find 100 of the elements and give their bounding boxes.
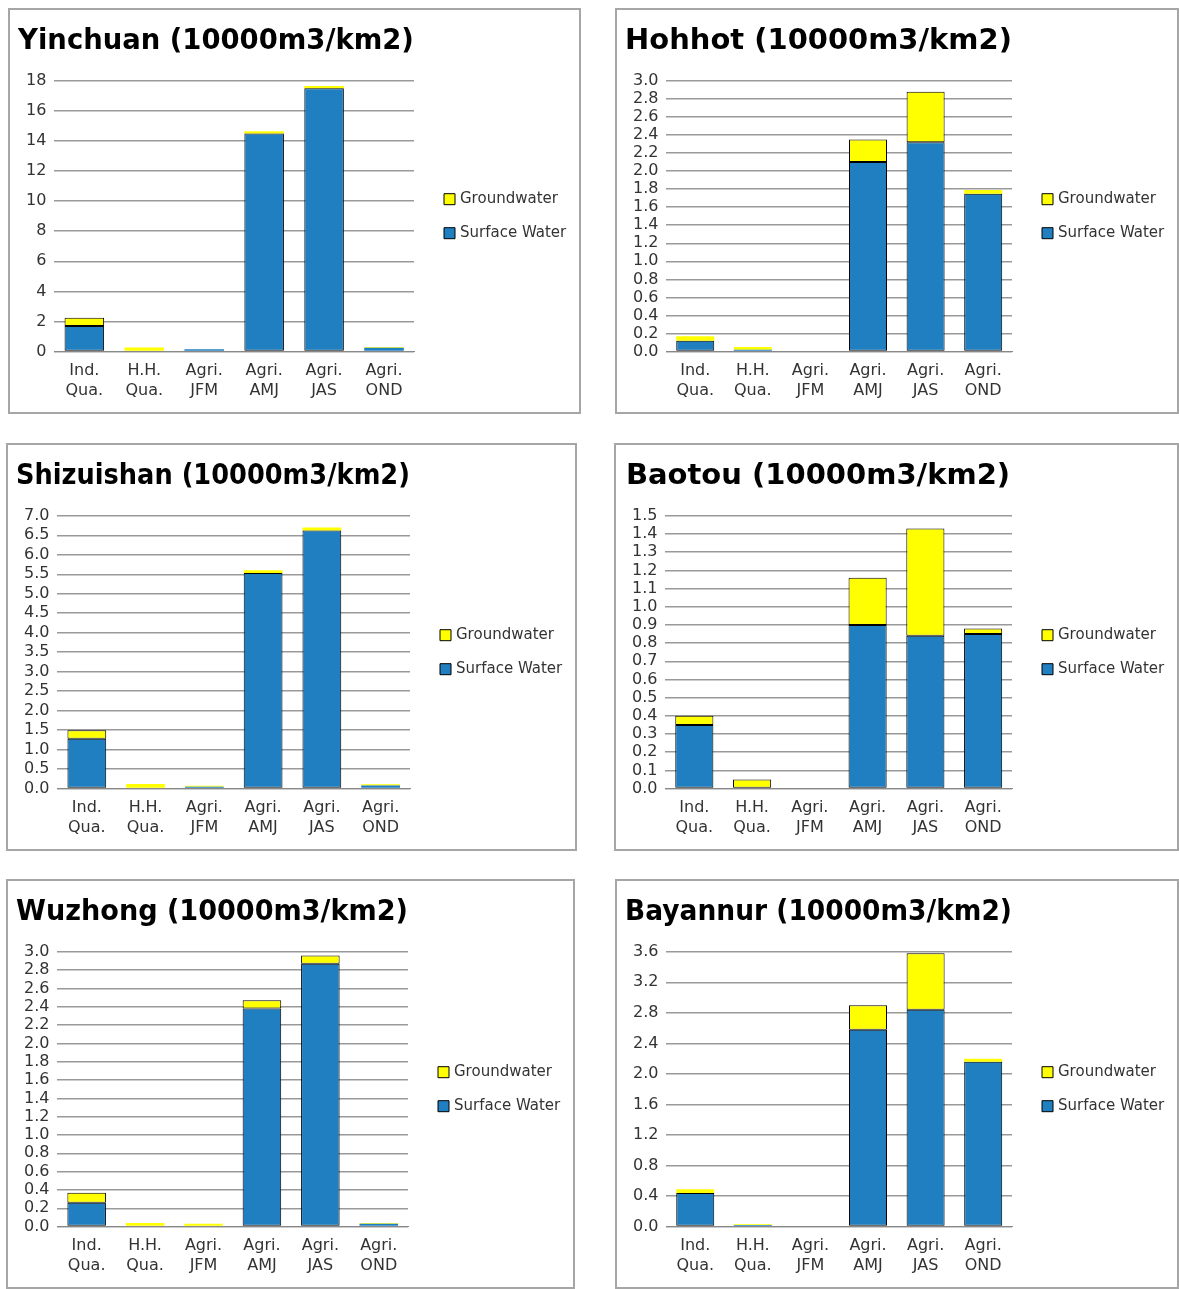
y-tick-label: 3.0 [23,940,50,960]
y-tick-label: 2.8 [23,959,50,979]
y-tick-label: 0.5 [631,686,658,706]
x-tick-label: Agri. JFM [791,1235,830,1274]
y-tick-label: 2.0 [23,1032,50,1052]
legend-label: Surface Water [456,659,564,678]
y-tick-label: 3.2 [632,971,659,991]
chart-title: Baotou (10000m3/km2) [625,456,1011,491]
y-tick-label: 1.6 [632,1093,659,1113]
y-tick-label: 2.2 [23,1014,50,1034]
y-tick-label: 0.7 [631,650,658,670]
y-tick-label: 2.6 [23,977,50,997]
x-tick-label: Agri. AMJ [245,360,283,399]
x-tick-label: Agri. OND [362,797,400,836]
y-tick-label: 1.6 [23,1069,50,1089]
y-tick-label: 0.1 [631,759,658,779]
legend-label: Surface Water [460,223,568,242]
y-tick-label: 1.3 [631,541,658,561]
y-tick-label: 0.5 [23,758,50,778]
y-tick-label: 0.6 [23,1160,50,1180]
x-tick-label: Agri. JAS [906,797,944,836]
x-tick-label: Agri. JAS [907,360,945,399]
y-tick-label: 0.0 [23,777,50,797]
x-tick-label: Agri. JAS [305,360,343,399]
y-tick-label: 16 [26,100,47,120]
x-tick-label: Ind. Qua. [676,1235,715,1274]
y-tick-label: 3.6 [632,940,659,960]
x-tick-label: H.H. Qua. [126,1235,164,1274]
y-tick-label: 2.8 [632,1002,659,1022]
y-tick-label: 4.0 [23,621,50,641]
x-tick-label: Agri. JFM [791,797,829,836]
legend-label: Groundwater [454,1062,553,1081]
y-tick-label: 1.0 [631,595,658,615]
y-tick-label: 0.0 [632,340,659,360]
y-tick-label: 0.6 [632,286,659,306]
y-tick-label: 0.4 [632,1185,659,1205]
y-tick-label: 6.0 [23,543,50,563]
y-tick-label: 0.2 [631,741,658,761]
chart-title: Wuzhong (10000m3/km2) [16,893,408,928]
y-tick-label: 0.3 [631,723,658,743]
x-tick-label: Agri. JAS [907,1235,945,1274]
y-tick-label: 2.5 [23,680,50,700]
legend-label: Groundwater [460,189,559,208]
chart-title: Yinchuan (10000m3/km2) [17,22,414,57]
x-tick-label: Agri. AMJ [243,1235,281,1274]
legend-label: Groundwater [1058,189,1157,208]
y-tick-label: 10 [26,190,47,210]
y-tick-label: 1.0 [23,738,50,758]
y-tick-label: 12 [26,160,47,180]
y-tick-label: 7.0 [23,504,50,524]
y-tick-label: 2.0 [23,699,50,719]
y-tick-label: 0.2 [632,322,659,342]
y-tick-label: 5.0 [23,582,50,602]
y-tick-label: 0.4 [632,304,659,324]
y-tick-label: 2.0 [632,1063,659,1083]
x-tick-label: Agri. AMJ [848,797,887,836]
x-tick-label: Agri. JAS [301,1235,339,1274]
legend-label: Surface Water [1058,1096,1166,1115]
y-tick-label: 0.8 [632,268,659,288]
y-tick-label: 2.4 [23,995,50,1015]
y-tick-label: 0.6 [631,668,658,688]
x-tick-label: Ind. Qua. [65,360,104,399]
y-tick-label: 2.4 [632,124,659,144]
x-tick-label: Agri. JAS [303,797,341,836]
y-tick-label: 2.2 [632,142,659,162]
y-tick-label: 1.5 [23,719,50,739]
y-tick-label: 4.5 [23,602,50,622]
y-tick-label: 2.4 [632,1032,659,1052]
y-tick-label: 0 [36,340,47,360]
y-tick-label: 0.9 [631,614,658,634]
x-tick-label: H.H. Qua. [126,797,165,836]
x-tick-label: Agri. OND [360,1235,398,1274]
chart-title: Hohhot (10000m3/km2) [625,21,1012,56]
x-tick-label: H.H. Qua. [733,797,771,836]
chart-title: Bayannur (10000m3/km2) [625,892,1012,928]
y-tick-label: 1.2 [632,1124,659,1144]
x-tick-label: Agri. AMJ [849,1235,887,1274]
y-tick-label: 1.0 [632,250,659,270]
y-tick-label: 2.8 [632,88,659,108]
y-tick-label: 0.0 [631,777,658,797]
x-tick-label: Ind. Qua. [67,1235,106,1274]
y-tick-label: 1.5 [631,504,658,524]
x-tick-label: H.H. Qua. [125,360,164,399]
y-tick-label: 18 [26,69,47,89]
y-tick-label: 3.5 [23,641,50,661]
y-tick-label: 1.4 [23,1087,50,1107]
x-tick-label: Agri. JFM [184,1235,223,1274]
y-tick-label: 6.5 [23,524,50,544]
y-tick-label: 0.4 [631,705,658,725]
y-tick-label: 5.5 [23,563,50,583]
y-tick-label: 3.0 [23,660,50,680]
y-tick-label: 1.4 [632,214,659,234]
x-tick-label: Agri. OND [964,797,1002,836]
y-tick-label: 2 [36,310,47,330]
y-tick-label: 0.0 [632,1215,659,1235]
y-tick-label: 0.0 [23,1215,50,1235]
y-tick-label: 1.6 [632,196,659,216]
x-tick-label: Ind. Qua. [675,797,714,836]
y-tick-label: 1.8 [23,1050,50,1070]
y-tick-label: 0.4 [23,1179,50,1199]
